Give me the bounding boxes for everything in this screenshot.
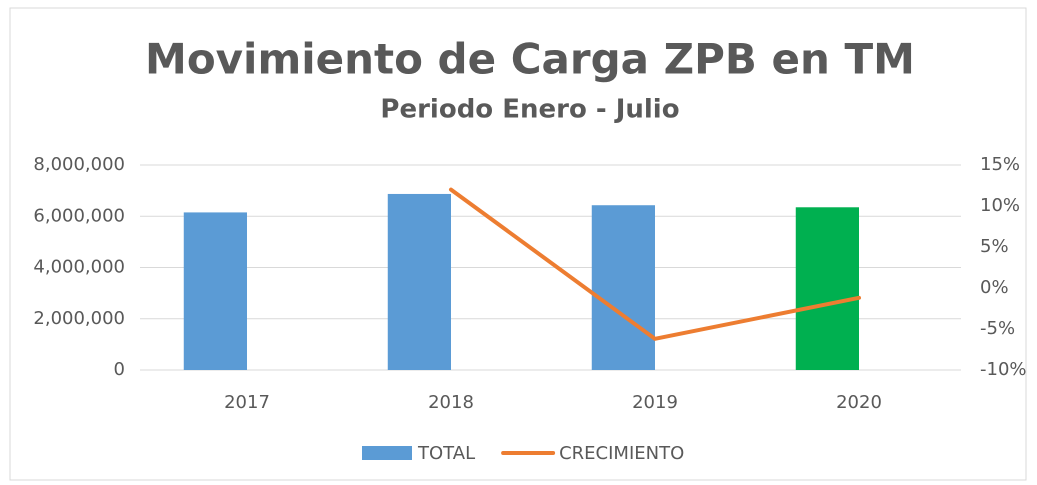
bar: [591, 205, 655, 370]
y2-tick-label: -10%: [980, 359, 1027, 380]
y-tick-label: 4,000,000: [33, 257, 125, 278]
y-tick-label: 8,000,000: [33, 154, 125, 175]
legend-label: CRECIMIENTO: [559, 443, 684, 464]
chart-title: Movimiento de Carga ZPB en TM: [145, 35, 915, 84]
x-tick-label: 2017: [224, 392, 270, 413]
bar: [183, 212, 247, 370]
x-tick-label: 2018: [428, 392, 474, 413]
y2-tick-label: 0%: [980, 277, 1009, 298]
x-tick-label: 2019: [632, 392, 678, 413]
line: [449, 187, 861, 341]
bar: [387, 193, 451, 370]
bar: [795, 207, 859, 370]
y-tick-label: 6,000,000: [33, 205, 125, 226]
legend-label: TOTAL: [417, 443, 475, 464]
y2-tick-label: 15%: [980, 154, 1020, 175]
y2-tick-label: -5%: [980, 318, 1015, 339]
y-tick-label: 0: [114, 359, 125, 380]
legend-swatch: [362, 446, 412, 460]
x-tick-label: 2020: [836, 392, 882, 413]
y2-tick-label: 10%: [980, 195, 1020, 216]
chart-subtitle: Periodo Enero - Julio: [380, 95, 679, 125]
y-tick-label: 2,000,000: [33, 308, 125, 329]
y2-tick-label: 5%: [980, 236, 1009, 257]
